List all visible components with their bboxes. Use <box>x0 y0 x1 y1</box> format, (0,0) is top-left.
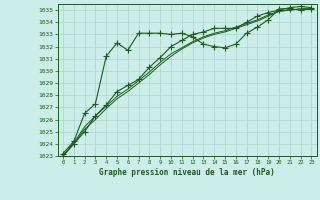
X-axis label: Graphe pression niveau de la mer (hPa): Graphe pression niveau de la mer (hPa) <box>99 168 275 177</box>
